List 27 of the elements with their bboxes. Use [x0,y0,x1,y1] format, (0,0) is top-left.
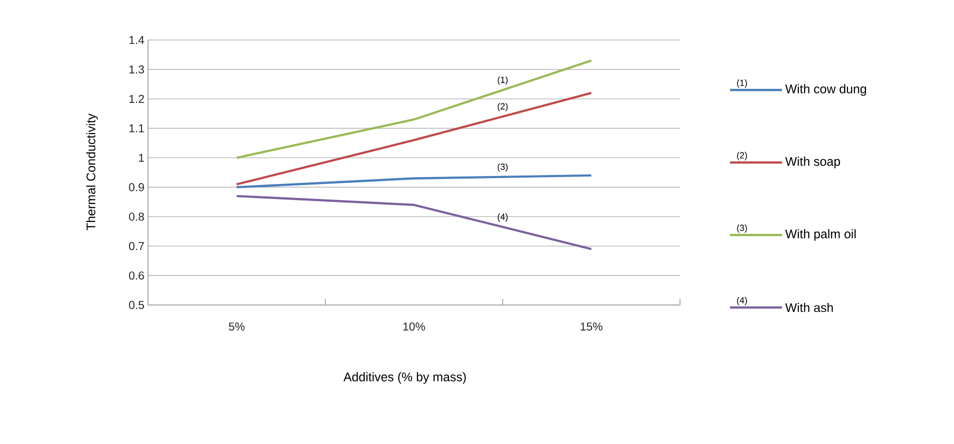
annotation: (3) [498,163,508,172]
x-tick-label: 15% [580,322,602,331]
y-tick-label: 1.2 [129,94,144,103]
text: (3) [737,224,747,233]
annotation: (2) [498,102,508,112]
text: (4) [737,296,747,306]
y-tick-label: 0.9 [129,183,144,192]
y-tick-label: 0.5 [129,300,144,310]
legend-label: With cow dung [785,84,866,96]
x-axis-title: Additives (% by mass) [343,372,466,384]
text: (2) [737,152,747,160]
y-tick-label: 0.6 [129,271,144,280]
y-tick-label: 1.4 [129,36,144,44]
y-tick-label: 0.8 [129,212,144,221]
annotation: (1) [498,76,508,85]
y-tick-label: 1.3 [129,65,144,74]
y-tick-label: 0.7 [129,242,144,250]
text: (1) [737,79,747,88]
x-tick-label: 10% [403,322,426,331]
y-axis-title: Thermal Conductivity [86,114,98,230]
legend-label: With palm oil [785,229,856,241]
annotation: (4) [498,213,508,222]
x-tick-label: 5% [228,322,245,331]
y-tick-label: 1 [138,154,144,162]
legend-label: With ash [785,302,833,312]
y-tick-label: 1.1 [129,124,144,132]
legend-label: With soap [785,156,840,168]
